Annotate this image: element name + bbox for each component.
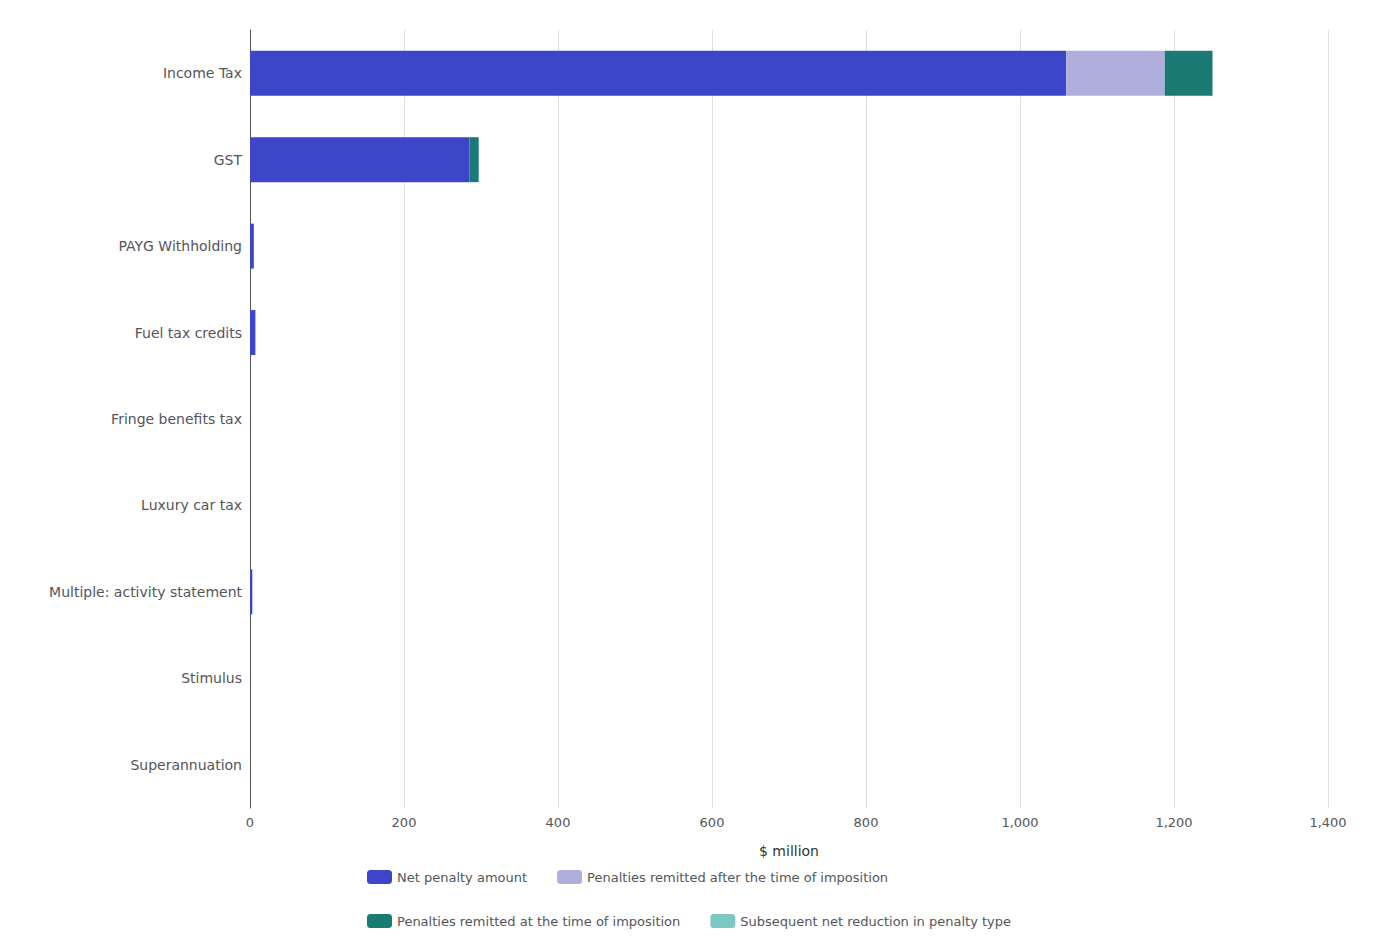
svg-text:1,000: 1,000 [1001, 815, 1038, 830]
svg-text:Fringe benefits tax: Fringe benefits tax [111, 411, 242, 427]
svg-text:200: 200 [392, 815, 417, 830]
svg-text:Net penalty amount: Net penalty amount [397, 870, 527, 885]
svg-text:Fuel tax credits: Fuel tax credits [135, 325, 242, 341]
svg-text:1,200: 1,200 [1155, 815, 1192, 830]
svg-text:Multiple: activity statement: Multiple: activity statement [49, 584, 242, 600]
svg-text:400: 400 [546, 815, 571, 830]
svg-text:600: 600 [700, 815, 725, 830]
svg-text:$ million: $ million [759, 843, 819, 859]
svg-text:0: 0 [246, 815, 254, 830]
svg-text:800: 800 [854, 815, 879, 830]
svg-text:Income Tax: Income Tax [163, 65, 242, 81]
svg-text:PAYG Withholding: PAYG Withholding [118, 238, 242, 254]
svg-text:GST: GST [214, 152, 243, 168]
svg-text:Superannuation: Superannuation [130, 757, 242, 773]
svg-text:Subsequent net reduction in pe: Subsequent net reduction in penalty type [740, 914, 1011, 929]
svg-text:Penalties remitted after the t: Penalties remitted after the time of imp… [587, 870, 888, 885]
svg-text:Luxury car tax: Luxury car tax [141, 497, 242, 513]
svg-text:1,400: 1,400 [1309, 815, 1346, 830]
svg-text:Stimulus: Stimulus [181, 670, 242, 686]
svg-text:Penalties remitted at the time: Penalties remitted at the time of imposi… [397, 914, 680, 929]
